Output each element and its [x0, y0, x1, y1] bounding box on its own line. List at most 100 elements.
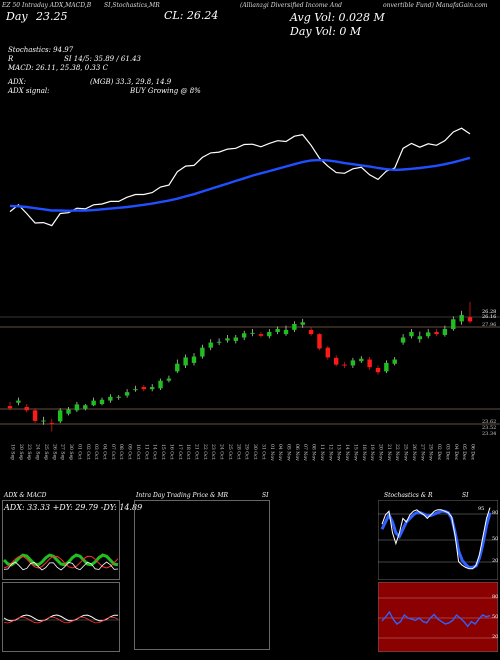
- level-lower-a: 23.62: [482, 419, 496, 425]
- adx-signal-label: ADX signal:: [8, 87, 50, 95]
- stochastics-panel: 80 50 20 95: [378, 500, 498, 580]
- date-label-4: 25 Sep: [43, 444, 49, 460]
- stochastics-readout: Stochastics: 94.97: [8, 46, 74, 54]
- date-label-1: 20 Sep: [18, 444, 24, 460]
- level-lower-c: 23.34: [482, 431, 496, 437]
- date-label-15: 10 Oct: [135, 444, 141, 460]
- header-title-b: SI,Stochastics,MR: [104, 2, 160, 9]
- candle-body-33: [283, 329, 289, 335]
- date-label-46: 22 Nov: [394, 444, 400, 461]
- avg-volume: Avg Vol: 0.028 M: [290, 11, 385, 24]
- candle-body-41: [350, 360, 356, 366]
- date-label-22: 21 Oct: [194, 444, 200, 460]
- rsi-panel: 80 50 20: [378, 582, 498, 652]
- macd-panel: [2, 582, 120, 652]
- candle-body-16: [141, 387, 147, 390]
- adx-panel: [2, 500, 120, 580]
- candle-body-52: [442, 329, 448, 335]
- header-title-d: onvertible Fund) ManafaGain.com: [383, 2, 488, 9]
- candle-body-17: [149, 387, 155, 390]
- candle-body-8: [74, 404, 80, 411]
- stoch-tick-50: 50: [492, 536, 498, 542]
- candle-body-24: [208, 342, 213, 348]
- date-label-41: 15 Nov: [352, 444, 358, 461]
- candle-body-40: [342, 364, 347, 366]
- level-lower-b: 23.52: [482, 425, 496, 431]
- candle-body-32: [275, 329, 280, 332]
- r-label: R: [8, 55, 14, 63]
- date-label-11: 04 Oct: [102, 444, 108, 460]
- candle-body-38: [325, 347, 331, 358]
- candle-body-55: [467, 317, 473, 322]
- date-label-54: 05 Dec: [461, 444, 467, 461]
- candle-body-29: [250, 332, 255, 334]
- level-mid: 27.96: [482, 322, 496, 328]
- adx-panel-frame: [2, 500, 120, 580]
- candle-body-10: [91, 400, 96, 406]
- candle-body-4: [41, 420, 46, 422]
- candle-body-5: [49, 423, 55, 425]
- date-label-25: 24 Oct: [219, 444, 225, 460]
- candle-body-11: [99, 399, 105, 404]
- date-label-34: 06 Nov: [294, 444, 300, 461]
- day-label: Day: [6, 10, 28, 23]
- date-label-6: 27 Sep: [60, 444, 66, 460]
- intraday-panel: [134, 500, 270, 650]
- date-label-48: 26 Nov: [411, 444, 417, 461]
- date-label-29: 30 Oct: [252, 444, 258, 460]
- candle-body-13: [116, 396, 121, 398]
- date-label-9: 02 Oct: [85, 444, 91, 460]
- date-label-20: 17 Oct: [177, 444, 183, 460]
- date-label-27: 28 Oct: [235, 444, 241, 460]
- candle-body-39: [333, 357, 339, 365]
- rsi-tick-20: 20: [492, 634, 498, 640]
- date-label-32: 04 Nov: [277, 444, 283, 461]
- adx-minus-di-line: [3, 555, 119, 569]
- adx-values: (MGB) 33.3, 29.8, 14.9: [90, 78, 172, 86]
- candle-body-15: [133, 389, 138, 391]
- candle-body-45: [384, 362, 389, 372]
- candle-body-42: [359, 358, 364, 362]
- adx-label: ADX:: [8, 78, 27, 86]
- intraday-title: Intra Day Trading Price & MR: [136, 492, 229, 499]
- date-label-19: 16 Oct: [168, 444, 174, 460]
- price-chart: 19 Sep 20 Sep 23 Sep 24 Sep 25 Sep 26 Sep 27 S…: [0, 127, 500, 461]
- date-label-12: 07 Oct: [110, 444, 116, 460]
- candle-body-22: [191, 356, 197, 363]
- macd-line: [3, 614, 119, 622]
- date-label-30: 31 Oct: [260, 444, 266, 460]
- rsi-line: [381, 610, 491, 628]
- candle-body-47: [400, 337, 406, 343]
- date-label-43: 19 Nov: [369, 444, 375, 461]
- close-value: CL: 26.24: [164, 9, 219, 22]
- date-label-17: 14 Oct: [152, 444, 158, 460]
- date-label-10: 03 Oct: [93, 444, 99, 460]
- date-label-52: 03 Dec: [444, 444, 450, 461]
- stoch-marker: 95: [478, 506, 484, 512]
- candle-body-49: [417, 336, 423, 340]
- date-label-3: 24 Sep: [35, 444, 41, 460]
- level-upper-b: 26.16: [482, 314, 496, 320]
- candle-body-30: [258, 334, 264, 336]
- macd-readout: MACD: 26.11, 25.38, 0.33 C: [8, 64, 108, 72]
- date-label-24: 23 Oct: [210, 444, 216, 460]
- date-label-23: 22 Oct: [202, 444, 208, 460]
- candle-body-6: [57, 410, 63, 422]
- date-label-16: 11 Oct: [143, 444, 149, 460]
- adx-plus-di-line: [2, 553, 119, 567]
- stoch-d-line: [380, 509, 492, 569]
- header-title-a: EZ 50 Intraday ADX,MACD,B: [2, 2, 92, 9]
- date-label-53: 04 Dec: [453, 444, 459, 461]
- candle-body-25: [216, 341, 222, 343]
- rsi-bg: [378, 582, 498, 652]
- candle-body-12: [108, 396, 113, 401]
- adx-line: [3, 561, 119, 571]
- candle-body-0: [7, 406, 13, 409]
- candle-body-19: [166, 378, 172, 381]
- date-label-39: 13 Nov: [336, 444, 342, 461]
- date-label-37: 11 Nov: [319, 444, 325, 461]
- candle-body-35: [300, 322, 305, 325]
- date-label-28: 29 Oct: [244, 444, 250, 460]
- date-label-33: 05 Nov: [286, 444, 292, 461]
- stoch-tick-80: 80: [492, 510, 498, 516]
